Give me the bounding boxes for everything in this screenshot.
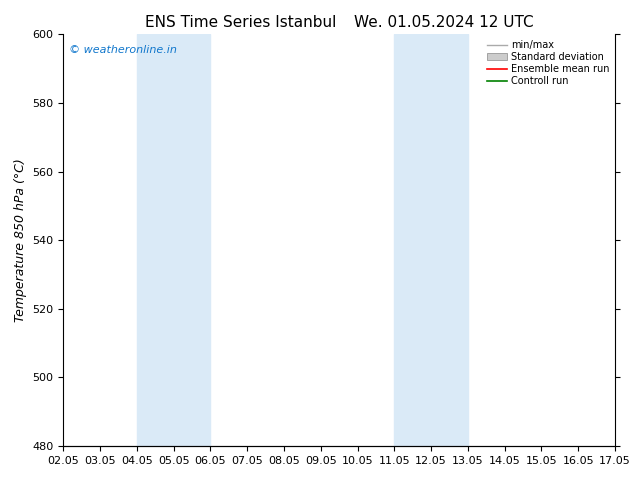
Legend: min/max, Standard deviation, Ensemble mean run, Controll run: min/max, Standard deviation, Ensemble me…	[483, 36, 613, 90]
Bar	[394, 34, 468, 446]
Bar	[137, 34, 210, 446]
Text: ENS Time Series Istanbul: ENS Time Series Istanbul	[145, 15, 337, 30]
Text: We. 01.05.2024 12 UTC: We. 01.05.2024 12 UTC	[354, 15, 534, 30]
Y-axis label: Temperature 850 hPa (°C): Temperature 850 hPa (°C)	[14, 158, 27, 322]
Text: © weatheronline.in: © weatheronline.in	[69, 45, 177, 54]
